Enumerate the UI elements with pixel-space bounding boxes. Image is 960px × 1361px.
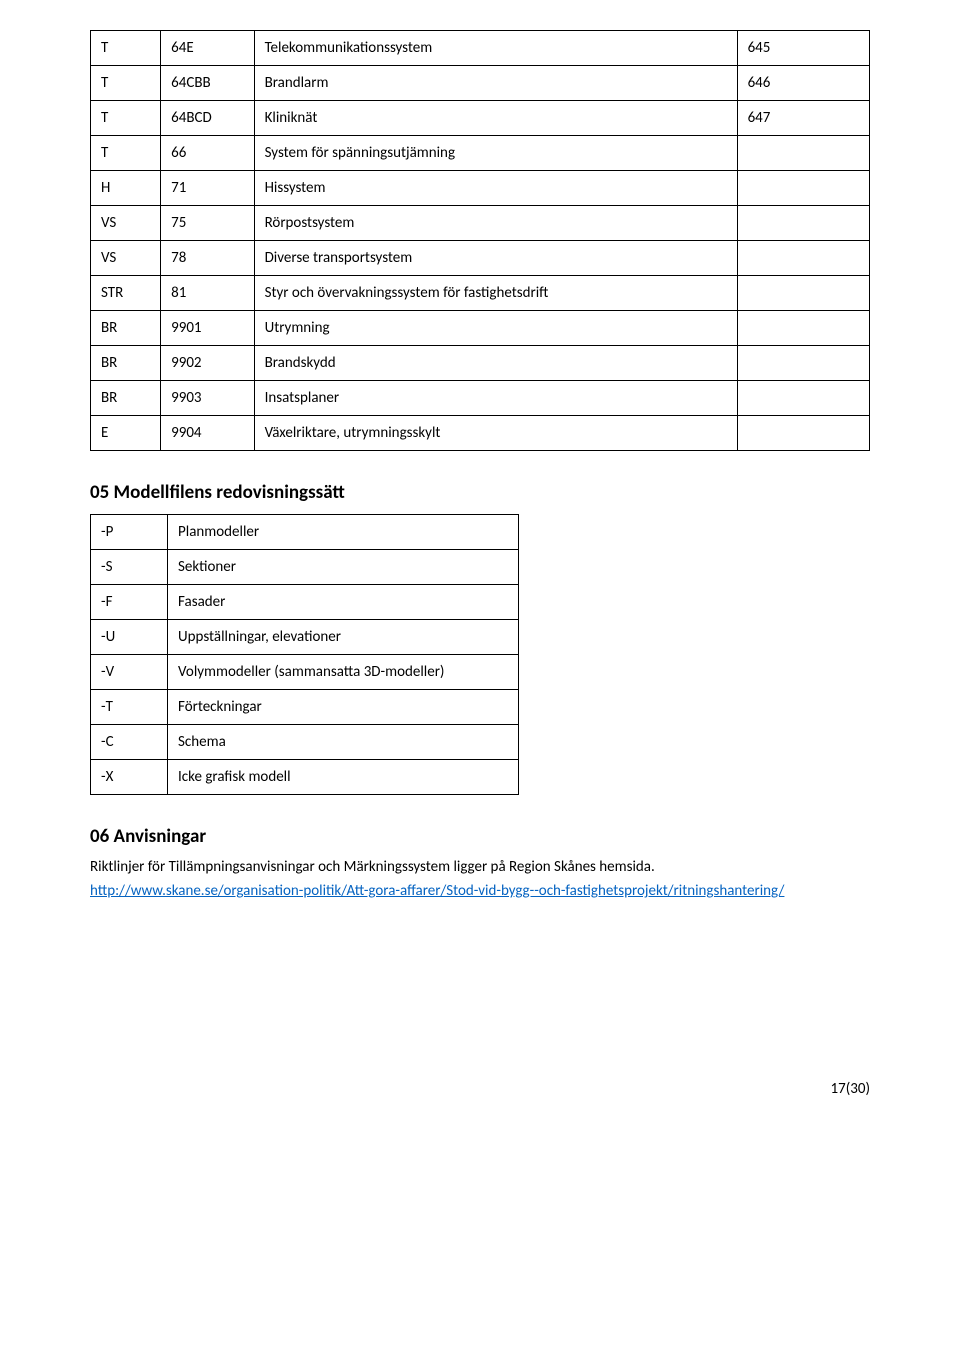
table-cell: Schema: [168, 725, 519, 760]
table-row: T64BCDKliniknät647: [91, 101, 870, 136]
table-cell: Brandlarm: [254, 66, 737, 101]
table-row: -TFörteckningar: [91, 690, 519, 725]
table-cell: H: [91, 171, 161, 206]
section-06-link-wrap: http://www.skane.se/organisation-politik…: [90, 882, 870, 900]
table-cell: Planmodeller: [168, 515, 519, 550]
table-cell: 646: [737, 66, 869, 101]
table-cell: -S: [91, 550, 168, 585]
table-cell: -T: [91, 690, 168, 725]
table-cell: 64CBB: [161, 66, 254, 101]
table-row: VS75Rörpostsystem: [91, 206, 870, 241]
model-types-table-body: -PPlanmodeller-SSektioner-FFasader-UUpps…: [91, 515, 519, 795]
table-cell: Rörpostsystem: [254, 206, 737, 241]
table-row: T66System för spänningsutjämning: [91, 136, 870, 171]
table-cell: -P: [91, 515, 168, 550]
table-cell: VS: [91, 241, 161, 276]
table-row: BR9901Utrymning: [91, 311, 870, 346]
table-cell: 647: [737, 101, 869, 136]
table-row: -CSchema: [91, 725, 519, 760]
section-05-heading: 05 Modellfilens redovisningssätt: [90, 481, 870, 504]
model-types-table: -PPlanmodeller-SSektioner-FFasader-UUpps…: [90, 514, 519, 795]
table-cell: 64E: [161, 31, 254, 66]
table-row: STR81Styr och övervakningssystem för fas…: [91, 276, 870, 311]
table-row: BR9903Insatsplaner: [91, 381, 870, 416]
table-row: -XIcke grafisk modell: [91, 760, 519, 795]
table-cell: 64BCD: [161, 101, 254, 136]
table-cell: Sektioner: [168, 550, 519, 585]
table-cell: [737, 416, 869, 451]
table-cell: [737, 171, 869, 206]
table-cell: Icke grafisk modell: [168, 760, 519, 795]
table-cell: Diverse transportsystem: [254, 241, 737, 276]
table-cell: Förteckningar: [168, 690, 519, 725]
table-cell: Volymmodeller (sammansatta 3D-modeller): [168, 655, 519, 690]
table-cell: -C: [91, 725, 168, 760]
table-cell: Brandskydd: [254, 346, 737, 381]
table-row: T64CBBBrandlarm646: [91, 66, 870, 101]
table-cell: BR: [91, 381, 161, 416]
table-cell: [737, 381, 869, 416]
table-cell: [737, 241, 869, 276]
table-cell: Styr och övervakningssystem för fastighe…: [254, 276, 737, 311]
table-cell: Fasader: [168, 585, 519, 620]
section-06-paragraph: Riktlinjer för Tillämpningsanvisningar o…: [90, 858, 870, 876]
table-cell: Hissystem: [254, 171, 737, 206]
system-table: T64ETelekommunikationssystem645T64CBBBra…: [90, 30, 870, 451]
table-cell: -V: [91, 655, 168, 690]
table-cell: [737, 346, 869, 381]
table-cell: T: [91, 101, 161, 136]
table-row: -UUppställningar, elevationer: [91, 620, 519, 655]
table-cell: -U: [91, 620, 168, 655]
table-cell: Insatsplaner: [254, 381, 737, 416]
table-cell: 78: [161, 241, 254, 276]
table-row: BR9902Brandskydd: [91, 346, 870, 381]
table-cell: Telekommunikationssystem: [254, 31, 737, 66]
section-06-heading: 06 Anvisningar: [90, 825, 870, 848]
table-row: -VVolymmodeller (sammansatta 3D-modeller…: [91, 655, 519, 690]
table-cell: 66: [161, 136, 254, 171]
table-cell: T: [91, 31, 161, 66]
page-content: T64ETelekommunikationssystem645T64CBBBra…: [0, 0, 960, 1128]
table-cell: Växelriktare, utrymningsskylt: [254, 416, 737, 451]
table-row: -SSektioner: [91, 550, 519, 585]
table-cell: 9903: [161, 381, 254, 416]
table-cell: BR: [91, 346, 161, 381]
table-cell: VS: [91, 206, 161, 241]
table-cell: 75: [161, 206, 254, 241]
table-row: -FFasader: [91, 585, 519, 620]
table-row: E9904Växelriktare, utrymningsskylt: [91, 416, 870, 451]
section-06-link[interactable]: http://www.skane.se/organisation-politik…: [90, 882, 784, 900]
table-cell: 645: [737, 31, 869, 66]
table-cell: [737, 276, 869, 311]
table-cell: 9902: [161, 346, 254, 381]
table-row: -PPlanmodeller: [91, 515, 519, 550]
table-cell: -F: [91, 585, 168, 620]
table-cell: T: [91, 136, 161, 171]
table-cell: 81: [161, 276, 254, 311]
table-cell: STR: [91, 276, 161, 311]
table-cell: [737, 136, 869, 171]
table-cell: 71: [161, 171, 254, 206]
table-cell: Kliniknät: [254, 101, 737, 136]
table-row: VS78Diverse transportsystem: [91, 241, 870, 276]
table-cell: [737, 206, 869, 241]
page-number: 17(30): [90, 1080, 870, 1098]
table-cell: Utrymning: [254, 311, 737, 346]
system-table-body: T64ETelekommunikationssystem645T64CBBBra…: [91, 31, 870, 451]
table-row: H71Hissystem: [91, 171, 870, 206]
table-cell: 9904: [161, 416, 254, 451]
table-cell: T: [91, 66, 161, 101]
table-cell: -X: [91, 760, 168, 795]
table-cell: [737, 311, 869, 346]
table-cell: System för spänningsutjämning: [254, 136, 737, 171]
table-cell: BR: [91, 311, 161, 346]
table-cell: E: [91, 416, 161, 451]
table-cell: 9901: [161, 311, 254, 346]
table-cell: Uppställningar, elevationer: [168, 620, 519, 655]
table-row: T64ETelekommunikationssystem645: [91, 31, 870, 66]
